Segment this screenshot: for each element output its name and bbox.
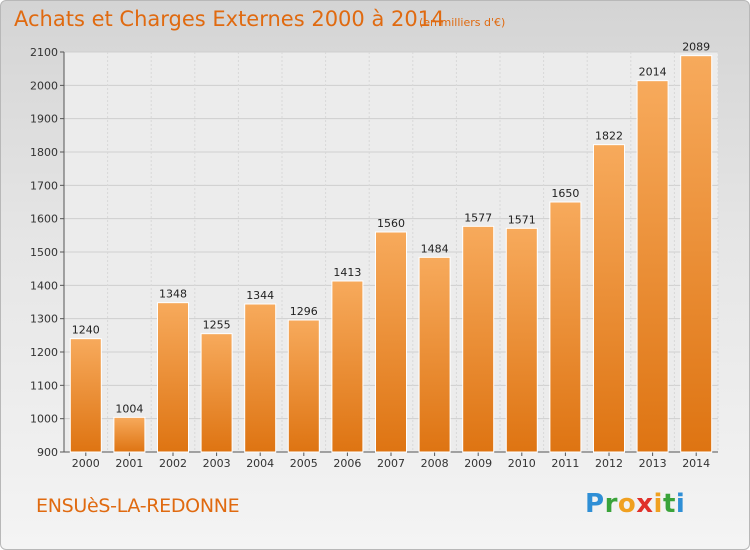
x-tick-label: 2000 <box>72 457 100 470</box>
y-tick-label: 1300 <box>30 313 58 326</box>
data-label: 1577 <box>464 211 492 224</box>
bar <box>636 80 669 453</box>
data-label: 1348 <box>159 288 187 301</box>
data-label: 1240 <box>72 324 100 337</box>
bar <box>157 302 189 453</box>
data-label: 2014 <box>639 66 667 79</box>
x-tick-label: 2010 <box>508 457 536 470</box>
chart-title: Achats et Charges Externes 2000 à 2014 <box>14 7 445 31</box>
bar <box>462 225 495 453</box>
bar <box>549 201 582 453</box>
bar <box>69 338 102 453</box>
data-label: 2089 <box>682 41 710 54</box>
data-label: 1650 <box>551 187 579 200</box>
data-label: 1484 <box>421 242 449 255</box>
axes: 900 1000 1100 1200 1300 1400 1500 1600 1700 1800 1… <box>30 46 718 470</box>
bar <box>593 144 625 453</box>
data-labels: 1240 1004 1348 1255 1344 1296 1413 1560 1484 1577… <box>72 41 710 416</box>
y-tick-label: 2000 <box>30 79 58 92</box>
x-tick-label: 2003 <box>203 457 231 470</box>
y-tick-label: 1200 <box>30 346 58 359</box>
bar <box>375 231 407 453</box>
bar <box>418 256 451 453</box>
x-tick-label: 2013 <box>639 457 667 470</box>
y-tick-label: 900 <box>37 446 58 459</box>
city-name: ENSUèS-LA-REDONNE <box>36 495 240 517</box>
bar <box>505 227 538 453</box>
x-tick-label: 2012 <box>595 457 623 470</box>
data-label: 1004 <box>115 402 143 415</box>
y-tick-label: 1000 <box>30 413 58 426</box>
bar <box>200 333 233 453</box>
data-label: 1822 <box>595 130 623 143</box>
bar <box>113 416 146 453</box>
x-tick-label: 2008 <box>421 457 449 470</box>
data-label: 1255 <box>203 319 231 332</box>
bar <box>331 280 364 453</box>
y-tick-label: 1900 <box>30 113 58 126</box>
x-tick-label: 2002 <box>159 457 187 470</box>
y-tick-label: 1100 <box>30 379 58 392</box>
y-tick-label: 1800 <box>30 146 58 159</box>
data-label: 1413 <box>333 266 361 279</box>
data-label: 1344 <box>246 289 274 302</box>
y-tick-label: 1500 <box>30 246 58 259</box>
x-tick-label: 2009 <box>464 457 492 470</box>
bar <box>287 319 320 453</box>
bar <box>680 55 713 453</box>
x-tick-label: 2001 <box>115 457 143 470</box>
y-tick-label: 1400 <box>30 279 58 292</box>
y-tick-label: 2100 <box>30 46 58 59</box>
proxiti-logo: Proxiti <box>585 489 686 519</box>
data-label: 1571 <box>508 213 536 226</box>
x-tick-label: 2014 <box>682 457 710 470</box>
x-tick-label: 2007 <box>377 457 405 470</box>
x-tick-label: 2006 <box>333 457 361 470</box>
x-tick-label: 2011 <box>551 457 579 470</box>
chart-subtitle: (en milliers d'€) <box>419 16 506 29</box>
x-tick-label: 2005 <box>290 457 318 470</box>
x-tick-label: 2004 <box>246 457 274 470</box>
y-tick-label: 1700 <box>30 179 58 192</box>
bar <box>244 303 277 453</box>
bars <box>69 55 713 453</box>
data-label: 1296 <box>290 305 318 318</box>
data-label: 1560 <box>377 217 405 230</box>
y-tick-label: 1600 <box>30 213 58 226</box>
